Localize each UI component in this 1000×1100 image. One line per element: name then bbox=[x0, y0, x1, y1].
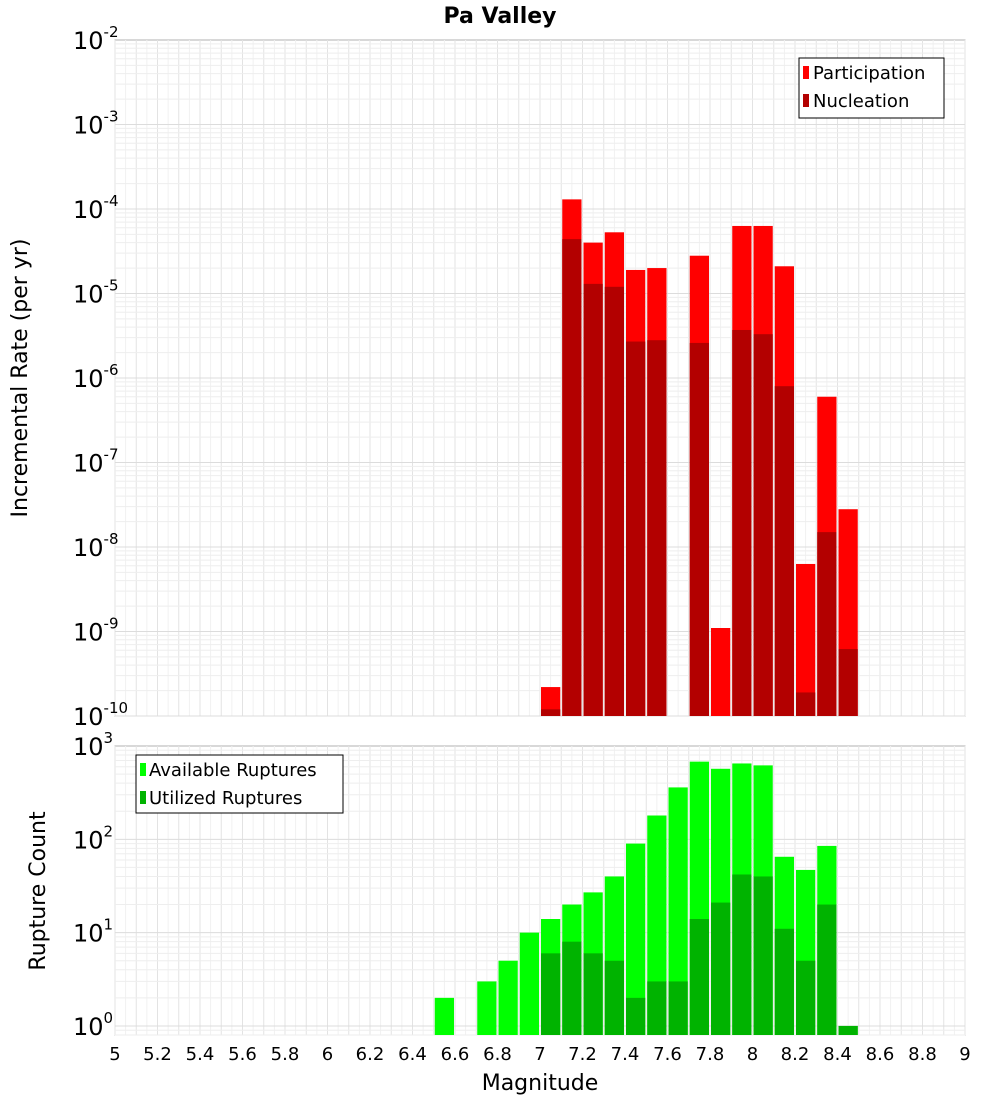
bottom-bar-available-ruptures bbox=[668, 787, 688, 1035]
legend-swatch-nucleation bbox=[803, 94, 809, 107]
top-bar-nucleation bbox=[817, 532, 837, 716]
top-bar-nucleation bbox=[583, 283, 603, 716]
top-bar-nucleation bbox=[647, 340, 667, 716]
bottom-bar-utilized-ruptures bbox=[838, 1025, 858, 1035]
top-panel: 10-2 10-3 10-4 10-5 10-6 10-7 10-8 10-9 10-10 In… bbox=[8, 23, 966, 731]
x-tick-label: 9 bbox=[959, 1044, 970, 1065]
x-tick-label: 5 bbox=[109, 1044, 120, 1065]
top-y-tick-label: 10-4 bbox=[73, 192, 119, 224]
x-tick-label: 7.6 bbox=[653, 1044, 682, 1065]
top-legend: Participation Nucleation bbox=[798, 57, 945, 119]
bottom-bar-utilized-ruptures bbox=[732, 874, 752, 1035]
x-tick-labels: 5 5.2 5.4 5.6 5.8 6 6.2 6.4 6.6 6.8 7 7.2 7.4 7.6 7.8 8… bbox=[109, 1044, 970, 1065]
top-bar-participation bbox=[796, 563, 816, 716]
top-y-tick-label: 10-3 bbox=[73, 108, 119, 140]
top-y-axis-label: Incremental Rate (per yr) bbox=[8, 239, 33, 518]
bottom-y-tick-label: 102 bbox=[73, 822, 113, 854]
legend-label-utilized: Utilized Ruptures bbox=[149, 788, 302, 809]
top-y-tick-label: 10-8 bbox=[73, 530, 119, 562]
legend-label-participation: Participation bbox=[813, 63, 925, 84]
bottom-bar-utilized-ruptures bbox=[774, 928, 794, 1035]
bottom-legend: Available Ruptures Utilized Ruptures bbox=[135, 754, 344, 814]
top-bar-participation bbox=[541, 687, 561, 716]
bottom-legend-box bbox=[135, 754, 344, 814]
top-y-tick-label: 10-6 bbox=[73, 361, 119, 393]
x-axis-label: Magnitude bbox=[482, 1071, 599, 1096]
x-tick-label: 6.4 bbox=[398, 1044, 427, 1065]
bottom-bar-utilized-ruptures bbox=[753, 876, 773, 1035]
bottom-y-tick-label: 103 bbox=[73, 729, 113, 761]
top-bar-nucleation bbox=[562, 239, 582, 717]
x-tick-label: 8.8 bbox=[908, 1044, 937, 1065]
top-bar-nucleation bbox=[689, 342, 709, 716]
x-tick-label: 5.8 bbox=[271, 1044, 300, 1065]
bottom-bar-utilized-ruptures bbox=[689, 919, 709, 1035]
top-y-tick-label: 10-2 bbox=[73, 23, 119, 55]
bottom-y-tick-labels: 103 102 101 100 bbox=[73, 729, 113, 1041]
x-tick-label: 6.6 bbox=[441, 1044, 470, 1065]
top-bar-participation bbox=[711, 628, 731, 716]
bottom-bar-available-ruptures bbox=[498, 960, 518, 1035]
top-bars bbox=[541, 199, 858, 717]
bottom-bar-utilized-ruptures bbox=[796, 960, 816, 1035]
bottom-bar-utilized-ruptures bbox=[668, 981, 688, 1035]
bottom-bar-utilized-ruptures bbox=[647, 981, 667, 1035]
bottom-bar-utilized-ruptures bbox=[583, 953, 603, 1035]
x-tick-label: 7.2 bbox=[568, 1044, 597, 1065]
bottom-y-tick-label: 101 bbox=[73, 916, 113, 948]
legend-swatch-participation bbox=[803, 66, 809, 79]
top-y-tick-label: 10-7 bbox=[73, 446, 119, 478]
x-tick-label: 8.4 bbox=[823, 1044, 852, 1065]
bottom-y-axis-label: Rupture Count bbox=[26, 811, 51, 971]
top-y-tick-label: 10-9 bbox=[73, 615, 119, 647]
bottom-bar-available-ruptures bbox=[519, 932, 539, 1035]
bottom-bars bbox=[434, 761, 858, 1035]
bottom-bar-utilized-ruptures bbox=[562, 941, 582, 1035]
top-bar-nucleation bbox=[753, 334, 773, 716]
x-tick-label: 7.8 bbox=[696, 1044, 725, 1065]
x-tick-label: 7 bbox=[534, 1044, 545, 1065]
x-tick-label: 8.6 bbox=[866, 1044, 895, 1065]
x-tick-label: 8 bbox=[747, 1044, 758, 1065]
top-bar-nucleation bbox=[774, 386, 794, 716]
bottom-bar-available-ruptures bbox=[647, 815, 667, 1035]
bottom-bar-utilized-ruptures bbox=[541, 953, 561, 1035]
bottom-bar-available-ruptures bbox=[434, 997, 454, 1035]
x-tick-label: 5.4 bbox=[186, 1044, 215, 1065]
x-tick-label: 5.2 bbox=[143, 1044, 172, 1065]
x-tick-label: 6.8 bbox=[483, 1044, 512, 1065]
legend-swatch-available bbox=[140, 763, 146, 776]
chart-title: Pa Valley bbox=[443, 4, 556, 29]
bottom-bar-utilized-ruptures bbox=[626, 997, 646, 1035]
top-bar-nucleation bbox=[604, 286, 624, 716]
top-bar-nucleation bbox=[796, 692, 816, 716]
x-tick-label: 5.6 bbox=[228, 1044, 257, 1065]
bottom-y-tick-label: 100 bbox=[73, 1009, 113, 1041]
top-bar-nucleation bbox=[626, 341, 646, 716]
bottom-panel: 103 102 101 100 5 5.2 5.4 5.6 5.8 6 6.2 6.4 6.6 6.8 7… bbox=[26, 729, 971, 1096]
bottom-bar-utilized-ruptures bbox=[711, 902, 731, 1035]
x-tick-label: 6 bbox=[322, 1044, 333, 1065]
top-legend-box bbox=[798, 57, 945, 119]
bottom-bar-available-ruptures bbox=[626, 843, 646, 1035]
top-bar-nucleation bbox=[838, 649, 858, 716]
bottom-bar-utilized-ruptures bbox=[604, 960, 624, 1035]
bottom-bar-available-ruptures bbox=[477, 981, 497, 1035]
top-y-tick-label: 10-10 bbox=[73, 699, 128, 731]
x-tick-label: 6.2 bbox=[356, 1044, 385, 1065]
top-bar-nucleation bbox=[732, 329, 752, 716]
bottom-bar-utilized-ruptures bbox=[817, 904, 837, 1035]
legend-swatch-utilized bbox=[140, 791, 146, 804]
top-y-tick-label: 10-5 bbox=[73, 277, 119, 309]
top-gridlines bbox=[114, 40, 966, 717]
top-y-tick-labels: 10-2 10-3 10-4 10-5 10-6 10-7 10-8 10-9 10-10 bbox=[73, 23, 128, 731]
legend-label-available: Available Ruptures bbox=[149, 760, 317, 781]
x-tick-label: 7.4 bbox=[611, 1044, 640, 1065]
top-bar-nucleation bbox=[541, 709, 561, 716]
x-tick-label: 8.2 bbox=[781, 1044, 810, 1065]
legend-label-nucleation: Nucleation bbox=[813, 91, 909, 112]
